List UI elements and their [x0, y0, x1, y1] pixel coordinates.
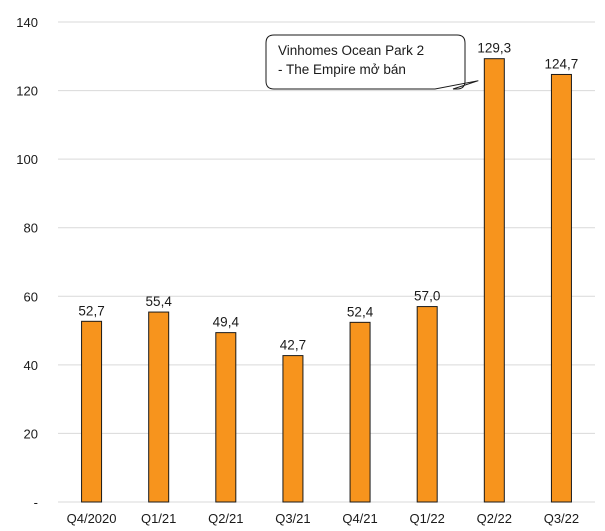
x-tick-label: Q4/21 — [342, 511, 377, 526]
callout-bubble — [265, 34, 479, 90]
y-tick-label: 40 — [24, 358, 38, 373]
data-labels: 52,7 55,4 49,4 42,7 52,4 57,0 129,3 124,7 — [78, 41, 578, 353]
bar — [349, 321, 371, 503]
x-axis-tick-labels: Q4/2020 Q1/21 Q2/21 Q3/21 Q4/21 Q1/22 Q2/22 Q3/… — [67, 511, 580, 526]
bar-value-label: 42,7 — [280, 338, 306, 353]
y-tick-label: 20 — [24, 426, 38, 441]
bar-value-label: 52,4 — [347, 304, 374, 319]
callout-line-1: Vinhomes Ocean Park 2 — [278, 43, 424, 58]
bar — [416, 306, 438, 503]
bar — [215, 332, 237, 503]
gridlines — [58, 21, 595, 503]
y-tick-label: 80 — [24, 221, 38, 236]
x-tick-label: Q3/22 — [544, 511, 579, 526]
x-tick-label: Q1/21 — [141, 511, 176, 526]
x-tick-label: Q2/22 — [477, 511, 512, 526]
bar — [483, 58, 505, 503]
bar — [81, 320, 103, 503]
y-tick-label: 140 — [16, 15, 38, 30]
x-tick-label: Q2/21 — [208, 511, 243, 526]
y-tick-label: - — [34, 495, 38, 510]
bar-value-label: 49,4 — [213, 315, 240, 330]
bar-value-label: 124,7 — [545, 56, 579, 71]
bar-value-label: 129,3 — [477, 41, 511, 56]
bar-value-label: 55,4 — [146, 294, 173, 309]
annotation-callout: Vinhomes Ocean Park 2 - The Empire mở bá… — [265, 34, 479, 90]
bar-value-label: 52,7 — [78, 303, 104, 318]
y-axis-tick-labels: - 20 40 60 80 100 120 140 — [16, 15, 38, 510]
bar — [282, 355, 304, 503]
y-tick-label: 120 — [16, 84, 38, 99]
bar — [148, 311, 170, 503]
bar-value-label: 57,0 — [414, 289, 440, 304]
bar — [550, 73, 572, 503]
x-tick-label: Q1/22 — [409, 511, 444, 526]
y-tick-label: 100 — [16, 152, 38, 167]
x-tick-label: Q4/2020 — [67, 511, 117, 526]
callout-line-2: - The Empire mở bán — [278, 62, 406, 77]
x-tick-label: Q3/21 — [275, 511, 310, 526]
bars — [81, 58, 572, 503]
y-tick-label: 60 — [24, 289, 38, 304]
